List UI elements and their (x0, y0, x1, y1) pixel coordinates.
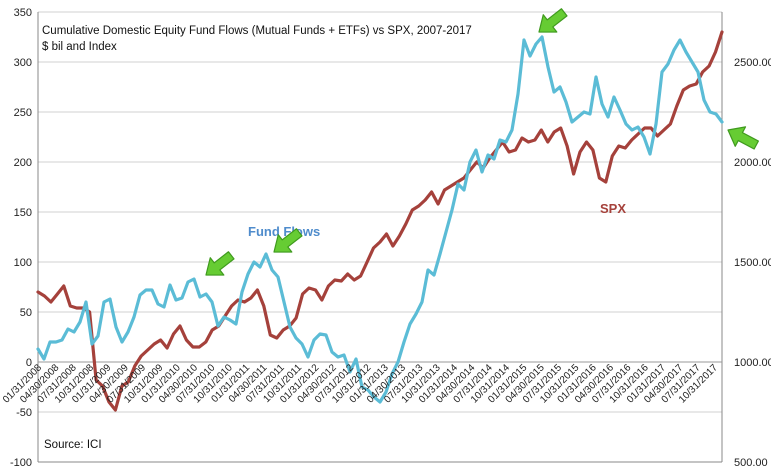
y-left-tick-label: -100 (10, 457, 32, 469)
arrow-shape (273, 228, 303, 253)
spx-label: SPX (600, 201, 626, 216)
chart-subtitle: $ bil and Index (42, 41, 117, 53)
y-left-tick-label: 50 (20, 307, 32, 319)
x-axis-ticks: 01/31/200804/30/200807/31/200810/31/2008… (1, 362, 720, 405)
arrow-shape (205, 251, 235, 276)
arrow-icon (273, 228, 303, 253)
axes: -100 -50 0 50 100 150 200 250 300 350 500.00 1000.0… (10, 7, 771, 469)
y-right-tick-label: 2500.00 (734, 57, 771, 69)
y-right-tick-label: 1000.00 (734, 357, 771, 369)
chart-title: Cumulative Domestic Equity Fund Flows (M… (42, 25, 472, 37)
fund-flows-label: Fund Flows (248, 224, 320, 239)
y-left-tick-label: 100 (14, 257, 32, 269)
fund-flows-line (36, 35, 724, 404)
series-layer (36, 30, 724, 412)
y-right-tick-label: 2000.00 (734, 157, 771, 169)
arrow-icon (205, 251, 235, 276)
arrow-annotations (205, 8, 759, 276)
y-left-tick-label: 350 (14, 7, 32, 19)
y-right-tick-label: 500.00 (734, 457, 768, 469)
y-left-tick-label: 300 (14, 57, 32, 69)
arrow-icon (538, 8, 568, 33)
y-left-tick-label: 250 (14, 107, 32, 119)
y-left-tick-label: 150 (14, 207, 32, 219)
y-right-tick-label: 1500.00 (734, 257, 771, 269)
y-left-tick-label: 200 (14, 157, 32, 169)
spx-line (36, 30, 724, 412)
arrow-shape (727, 126, 759, 150)
y-left-tick-label: -50 (16, 407, 32, 419)
annotations: Cumulative Domestic Equity Fund Flows (M… (42, 25, 626, 451)
source-note: Source: ICI (44, 439, 102, 451)
y-left-tick-label: 0 (26, 357, 32, 369)
arrow-shape (538, 8, 568, 33)
arrow-icon (727, 126, 759, 150)
